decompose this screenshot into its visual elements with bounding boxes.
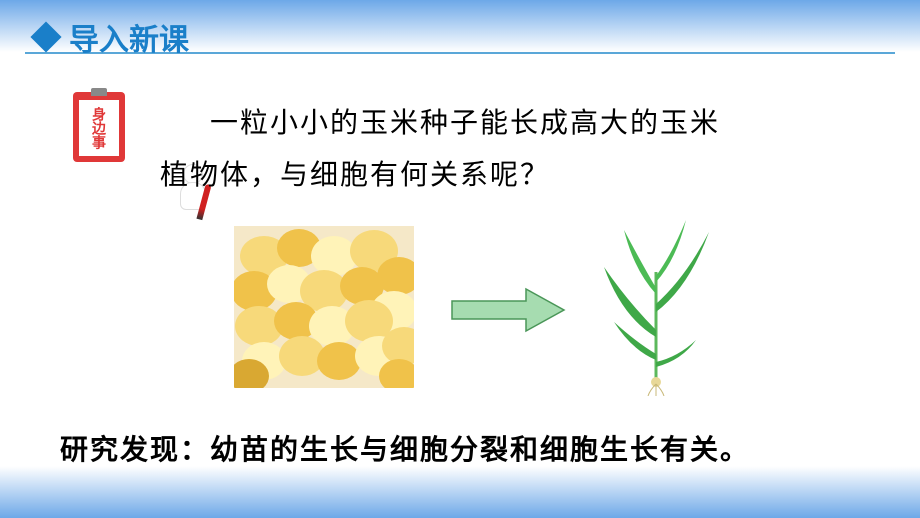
- header-title: 导入新课: [69, 15, 189, 59]
- header: 导入新课: [35, 15, 189, 59]
- corn-kernels-image: [234, 226, 414, 388]
- corn-seedling-image: [594, 212, 716, 396]
- clipboard-label: 身边事: [92, 107, 106, 149]
- intro-line2: 植物体，与细胞有何关系呢？: [160, 150, 850, 202]
- arrow-icon: [448, 285, 568, 335]
- diamond-icon: [30, 21, 61, 52]
- conclusion-text: 研究发现：幼苗的生长与细胞分裂和细胞生长有关。: [60, 428, 750, 468]
- intro-text: 一粒小小的玉米种子能长成高大的玉米 植物体，与细胞有何关系呢？: [210, 98, 850, 202]
- clipboard-paper: 身边事: [79, 100, 119, 156]
- clipboard-icon: 身边事: [65, 86, 145, 176]
- clipboard-clip: [91, 88, 107, 96]
- intro-line1: 一粒小小的玉米种子能长成高大的玉米: [210, 98, 850, 150]
